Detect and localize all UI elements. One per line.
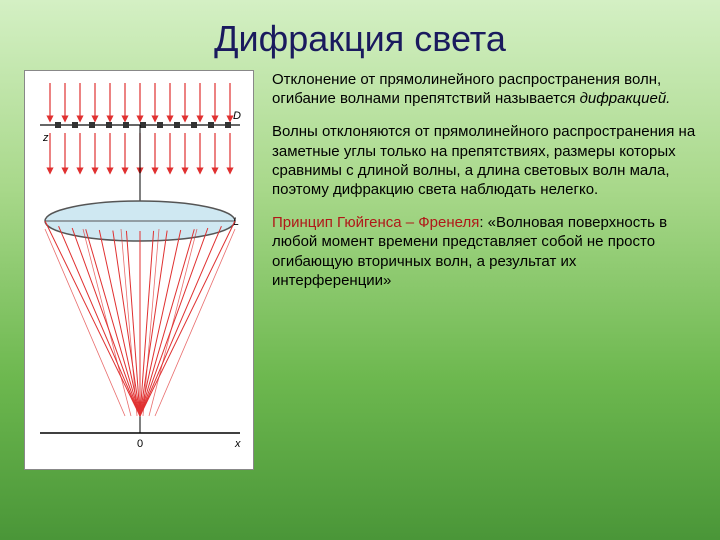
paragraph-principle: Принцип Гюйгенса – Френеля: «Волновая по… (272, 213, 696, 290)
page-title: Дифракция света (0, 0, 720, 70)
principle-name: Принцип Гюйгенса – Френеля (272, 214, 479, 231)
text-column: Отклонение от прямолинейного распростран… (272, 70, 696, 470)
diffraction-diagram: Dz Lx 0 (24, 70, 254, 470)
svg-text:0: 0 (137, 438, 143, 450)
paragraph-definition: Отклонение от прямолинейного распростран… (272, 70, 696, 108)
svg-text:z: z (42, 132, 49, 144)
def-term: дифракцией. (580, 90, 671, 107)
svg-text:x: x (234, 438, 241, 450)
svg-text:L: L (233, 216, 239, 228)
content-row: Dz Lx 0 Отклонение от прямолинейного распр… (0, 70, 720, 470)
paragraph-conditions: Волны отклоняются от прямолинейного расп… (272, 122, 696, 199)
svg-text:D: D (233, 110, 241, 122)
